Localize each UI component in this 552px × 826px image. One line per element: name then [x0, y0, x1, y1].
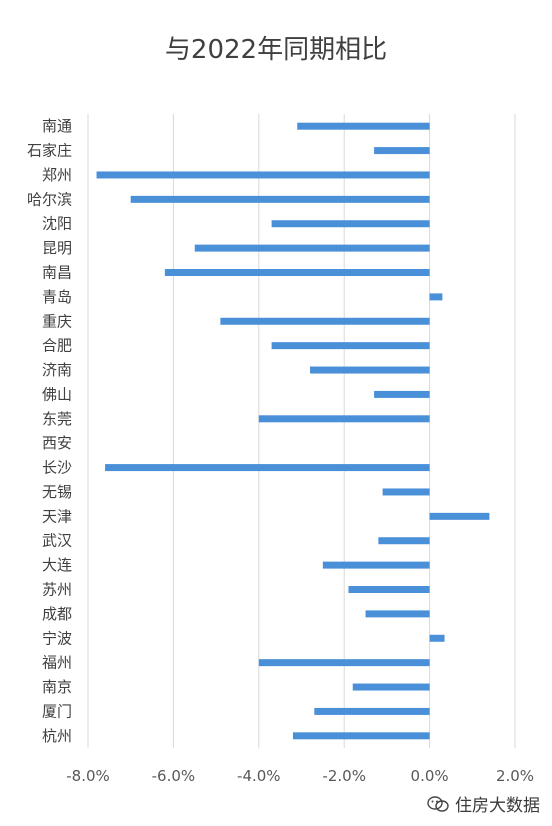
chart-title: 与2022年同期相比	[165, 35, 387, 65]
category-label: 南京	[42, 678, 72, 696]
category-label: 西安	[42, 434, 72, 452]
bar	[220, 317, 430, 325]
category-label: 合肥	[42, 337, 72, 355]
category-label: 青岛	[42, 288, 72, 306]
category-label: 佛山	[42, 385, 72, 403]
x-tick-label: -4.0%	[237, 767, 281, 785]
category-label: 大连	[42, 556, 72, 574]
category-label: 重庆	[42, 312, 72, 330]
category-label: 宁波	[42, 629, 72, 647]
bar	[352, 683, 430, 691]
x-tick-label: -2.0%	[322, 767, 366, 785]
gridlines	[87, 114, 516, 748]
category-label: 武汉	[42, 532, 72, 550]
bar	[382, 488, 430, 496]
category-label: 东莞	[42, 410, 72, 428]
x-tick-label: -6.0%	[152, 767, 196, 785]
bar	[258, 659, 430, 667]
bar	[297, 122, 430, 130]
category-label: 成都	[42, 605, 72, 623]
bar	[378, 537, 430, 545]
category-label: 石家庄	[27, 142, 72, 160]
x-tick-label: -8.0%	[66, 767, 110, 785]
bar	[258, 415, 430, 423]
bar	[314, 707, 430, 715]
bar	[105, 464, 430, 472]
watermark-text: 住房大数据	[455, 796, 540, 816]
bar	[374, 147, 430, 155]
x-tick-label: 0.0%	[411, 767, 449, 785]
category-label: 南昌	[42, 264, 72, 282]
bar	[322, 561, 430, 569]
bar	[96, 171, 430, 179]
bar	[429, 634, 445, 642]
category-label: 南通	[42, 117, 72, 135]
bars	[96, 122, 490, 740]
watermark: 住房大数据	[427, 791, 540, 816]
category-label: 昆明	[42, 239, 72, 257]
bar	[365, 610, 430, 618]
category-label: 济南	[42, 361, 72, 379]
bar	[271, 342, 430, 350]
bar	[194, 244, 430, 252]
wechat-icon	[427, 795, 449, 812]
bar	[271, 220, 430, 228]
category-label: 沈阳	[42, 215, 72, 233]
bar	[374, 390, 430, 398]
category-label: 郑州	[42, 166, 72, 184]
x-tick-label: 2.0%	[496, 767, 534, 785]
category-label: 长沙	[42, 459, 72, 477]
category-label: 苏州	[42, 581, 72, 599]
bar	[310, 366, 430, 374]
bar	[164, 269, 430, 276]
bar	[429, 512, 490, 520]
category-label: 杭州	[42, 727, 72, 745]
category-label: 福州	[42, 654, 72, 672]
bar	[429, 293, 443, 301]
category-label: 无锡	[42, 483, 72, 501]
category-label: 哈尔滨	[27, 190, 72, 208]
x-axis-tick-labels: -8.0% -6.0% -4.0% -2.0% 0.0% 2.0%	[66, 767, 534, 785]
category-label: 天津	[42, 507, 72, 525]
bar	[348, 586, 430, 593]
bar	[292, 732, 430, 740]
category-label: 厦门	[42, 702, 72, 720]
bar	[130, 195, 430, 203]
category-labels: 南通石家庄郑州哈尔滨沈阳昆明南昌青岛重庆合肥济南佛山东莞西安长沙无锡天津武汉大连…	[27, 117, 72, 745]
